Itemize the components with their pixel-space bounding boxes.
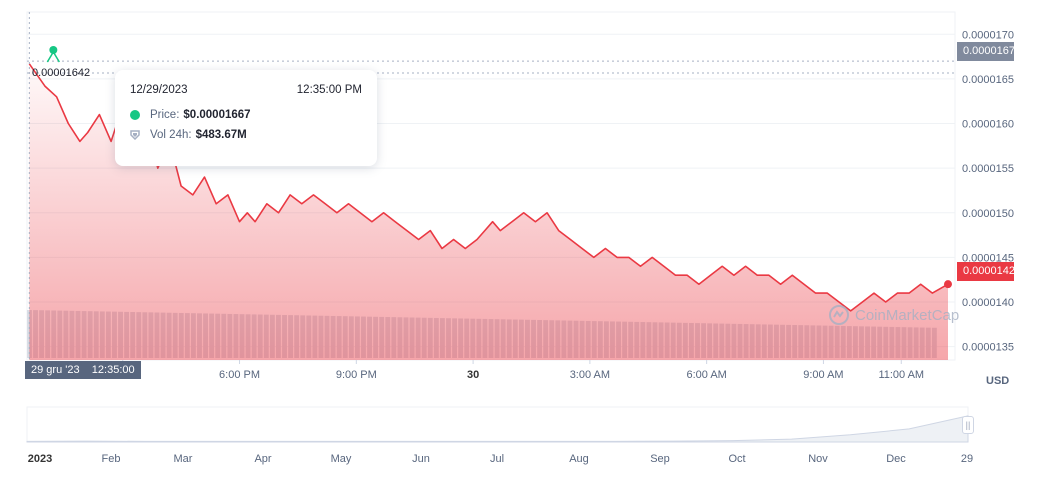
y-axis: 0.0000170 0.0000165 0.0000160 0.0000155 0.00… — [962, 29, 1014, 353]
start-value-label: 0.00001642 — [32, 67, 91, 79]
navigator-tick-label: Oct — [728, 453, 745, 465]
tooltip-vol-label: Vol 24h: — [150, 129, 192, 141]
watermark: CoinMarketCap — [828, 304, 959, 326]
navigator-tick-label: Jul — [490, 453, 504, 465]
price-area-fill — [29, 63, 949, 361]
y-tick-label: 0.0000165 — [962, 74, 1014, 86]
current-price-tag: 0.0000167 — [957, 42, 1015, 61]
y-tick-label: 0.0000140 — [962, 297, 1014, 309]
navigator-tick-label: Apr — [254, 453, 271, 465]
volume-shield-icon — [130, 130, 140, 140]
y-tick-label: 0.0000155 — [962, 163, 1014, 175]
navigator-tick-label: May — [331, 453, 352, 465]
tooltip-price-label: Price: — [150, 109, 180, 121]
watermark-text: CoinMarketCap — [855, 306, 960, 324]
tooltip-vol-value: $483.67M — [195, 129, 247, 141]
price-area — [29, 63, 949, 361]
start-marker-icon — [46, 50, 60, 63]
crosshair-date-tag: 29 gru '23 12:35:00 — [25, 361, 141, 379]
start-marker-dot — [49, 46, 58, 54]
price-dot-icon — [130, 110, 140, 120]
navigator-tick-label: Mar — [174, 453, 193, 465]
x-tick-label: 3:00 AM — [570, 369, 610, 381]
price-line — [28, 63, 949, 312]
navigator[interactable] — [26, 406, 969, 443]
navigator-tick-label: 29 — [961, 453, 973, 465]
x-tick-label: 6:00 PM — [219, 369, 260, 381]
tooltip-datetime: 12/29/2023 12:35:00 PM — [130, 84, 362, 96]
price-tooltip: 12/29/2023 12:35:00 PM Price: $0.0000166… — [115, 70, 377, 166]
currency-label: USD — [986, 375, 1010, 387]
x-tick-label: 9:00 AM — [803, 369, 843, 381]
price-line-path — [28, 63, 949, 312]
tooltip-time: 12:35:00 PM — [296, 84, 362, 96]
navigator-area — [26, 415, 969, 443]
markers — [27, 12, 955, 360]
navigator-frame — [26, 406, 969, 443]
coinmarketcap-logo-icon — [829, 305, 849, 325]
tooltip-vol-row: Vol 24h: $483.67M — [130, 129, 362, 141]
y-tick-label: 0.0000170 — [962, 29, 1014, 41]
navigator-tick-label: Feb — [102, 453, 121, 465]
tooltip-price-value: $0.00001667 — [183, 109, 251, 121]
tooltip-date: 12/29/2023 — [130, 84, 188, 96]
navigator-tick-label: Sep — [650, 453, 670, 465]
y-tick-label: 0.0000150 — [962, 208, 1014, 220]
navigator-handle[interactable]: || — [962, 416, 974, 434]
x-tick-label: 11:00 AM — [878, 369, 924, 381]
tooltip-price-row: Price: $0.00001667 — [130, 109, 362, 121]
y-tick-label: 0.0000160 — [962, 119, 1014, 131]
last-price-tag: 0.0000142 — [957, 262, 1015, 281]
x-tick-label: 9:00 PM — [336, 369, 377, 381]
navigator-tick-label: 2023 — [28, 453, 52, 465]
y-tick-label: 0.0000145 — [962, 252, 1014, 264]
x-tick-label: 6:00 AM — [686, 369, 726, 381]
navigator-axis: 2023 Feb Mar Apr May Jun Jul Aug Sep Oct Nov Dec 29 — [28, 453, 973, 465]
last-price-dot — [943, 280, 952, 289]
navigator-tick-label: Aug — [569, 453, 589, 465]
navigator-tick-label: Nov — [808, 453, 828, 465]
y-tick-label: 0.0000135 — [962, 342, 1014, 354]
x-tick-label: 30 — [467, 369, 479, 381]
navigator-tick-label: Dec — [886, 453, 906, 465]
navigator-tick-label: Jun — [412, 453, 430, 465]
